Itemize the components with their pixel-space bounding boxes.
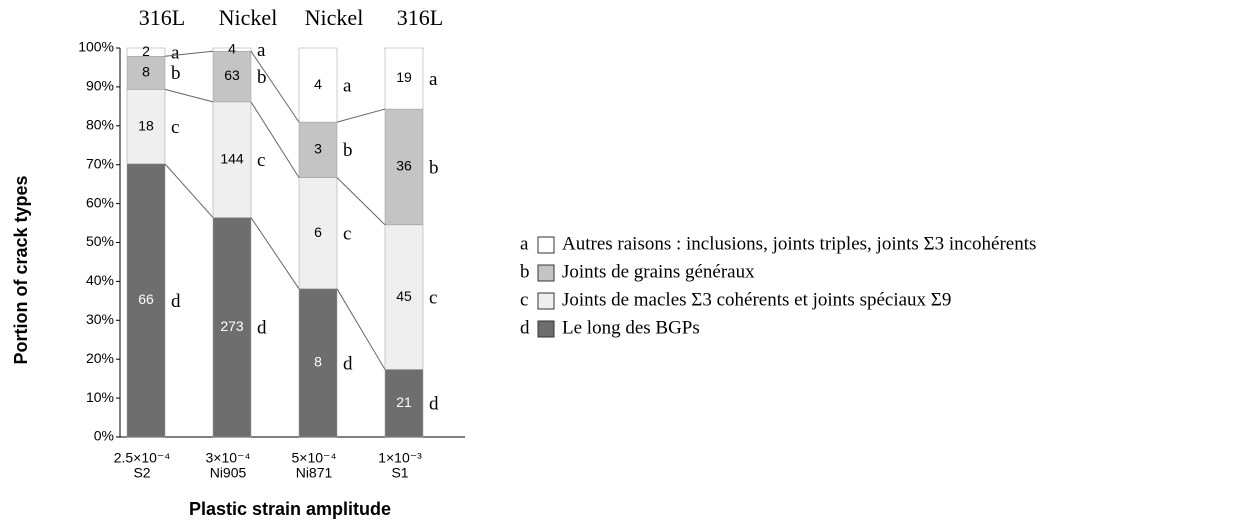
material-label: Nickel <box>305 5 364 30</box>
segment-key: d <box>343 353 353 374</box>
bar-segment <box>126 163 166 438</box>
specimen-label: Ni905 <box>210 465 247 481</box>
value-label: 63 <box>224 67 240 83</box>
value-label: 8 <box>142 64 150 80</box>
bar-segment <box>126 47 166 57</box>
y-tick-label: 90% <box>86 78 114 94</box>
material-label: Nickel <box>219 5 278 30</box>
specimen-label: S2 <box>133 465 150 481</box>
value-label: 66 <box>138 291 154 307</box>
value-label: 8 <box>314 354 322 370</box>
segment-key: c <box>429 288 437 309</box>
segment-key: d <box>171 291 181 312</box>
value-label: 36 <box>396 158 412 174</box>
y-tick-label: 100% <box>78 39 114 55</box>
specimen-label: Ni871 <box>296 465 333 481</box>
legend-key: b <box>520 261 530 282</box>
x-tick-label: 2.5×10⁻⁴ <box>114 450 171 466</box>
legend-label: Joints de grains généraux <box>562 261 755 282</box>
legend-key: a <box>520 233 529 254</box>
connector <box>336 108 386 123</box>
connector <box>336 288 386 370</box>
value-label: 4 <box>228 40 236 56</box>
legend-swatch <box>537 236 555 254</box>
legend-label: Autres raisons : inclusions, joints trip… <box>562 233 1036 254</box>
connector <box>164 50 214 57</box>
connector <box>164 163 214 218</box>
legend-swatch <box>537 320 555 338</box>
value-label: 18 <box>138 117 154 133</box>
bar-segment <box>212 47 252 52</box>
segment-key: a <box>343 75 352 96</box>
value-label: 19 <box>396 69 412 85</box>
connector <box>250 101 300 178</box>
specimen-label: S1 <box>391 465 408 481</box>
value-label: 144 <box>220 150 244 166</box>
y-tick-label: 70% <box>86 155 114 171</box>
segment-key: b <box>171 63 181 84</box>
legend-label: Joints de macles Σ3 cohérents et joints … <box>562 289 951 310</box>
bar-segment <box>126 56 166 90</box>
segment-key: b <box>257 67 267 88</box>
y-tick-label: 50% <box>86 233 114 249</box>
value-label: 6 <box>314 224 322 240</box>
segment-key: a <box>257 40 266 61</box>
value-label: 273 <box>220 318 244 334</box>
bar-segment <box>384 108 424 226</box>
bar-segment <box>126 89 166 165</box>
legend-swatch <box>537 292 555 310</box>
y-tick-label: 10% <box>86 389 114 405</box>
bar-segment <box>298 288 338 438</box>
value-label: 45 <box>396 288 412 304</box>
bar-segment <box>298 121 338 178</box>
x-tick-label: 1×10⁻³ <box>378 450 422 466</box>
segment-key: a <box>171 42 180 63</box>
x-tick-label: 5×10⁻⁴ <box>292 450 337 466</box>
segment-key: c <box>257 150 265 171</box>
segment-key: d <box>429 394 439 415</box>
segment-key: b <box>429 157 439 178</box>
legend-swatch <box>537 264 555 282</box>
y-tick-label: 40% <box>86 272 114 288</box>
connector <box>250 50 300 123</box>
legend-label: Le long des BGPs <box>562 317 700 338</box>
bar-segment <box>212 217 252 438</box>
material-label: 316L <box>397 5 443 30</box>
connector <box>250 217 300 290</box>
bar-segment <box>298 47 338 123</box>
connector <box>336 177 386 226</box>
x-tick-label: 3×10⁻⁴ <box>206 450 251 466</box>
segment-key: d <box>257 318 267 339</box>
x-axis-title: Plastic strain amplitude <box>189 499 391 519</box>
value-label: 21 <box>396 394 412 410</box>
legend-key: c <box>520 289 528 310</box>
y-tick-label: 30% <box>86 311 114 327</box>
bar-segment <box>212 101 252 218</box>
y-tick-label: 80% <box>86 117 114 133</box>
segment-key: c <box>171 117 179 138</box>
connector <box>164 88 214 103</box>
segment-key: c <box>343 224 351 245</box>
material-label: 316L <box>139 5 185 30</box>
bar-segment <box>384 224 424 370</box>
bar-segment <box>384 369 424 438</box>
value-label: 4 <box>314 76 322 92</box>
y-tick-label: 20% <box>86 350 114 366</box>
bar-segment <box>384 47 424 110</box>
segment-key: a <box>429 69 438 90</box>
y-tick-label: 0% <box>94 428 114 444</box>
y-tick-label: 60% <box>86 194 114 210</box>
value-label: 2 <box>142 43 150 59</box>
bar-segment <box>212 50 252 103</box>
value-label: 3 <box>314 141 322 157</box>
y-axis-title: Portion of crack types <box>11 175 31 364</box>
legend-key: d <box>520 317 530 338</box>
segment-key: b <box>343 140 353 161</box>
